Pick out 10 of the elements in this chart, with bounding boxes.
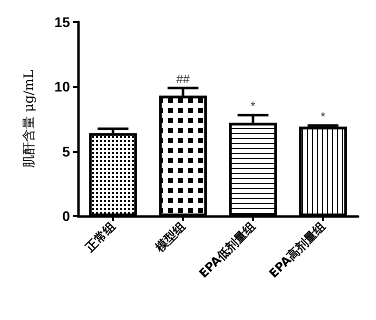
y-tick-label: 0 bbox=[62, 208, 70, 224]
y-tick-label: 5 bbox=[62, 143, 70, 160]
y-tick-label: 10 bbox=[54, 78, 70, 95]
annotation: * bbox=[320, 109, 326, 124]
annotation: * bbox=[250, 99, 256, 114]
annotation: ## bbox=[176, 72, 190, 86]
y-axis-title: 肌酐含量 μg/mL bbox=[22, 70, 37, 168]
y-tick-label: 15 bbox=[54, 14, 70, 30]
x-tick-label: 模型组 bbox=[152, 219, 188, 256]
x-tick-label: 正常组 bbox=[82, 219, 118, 256]
